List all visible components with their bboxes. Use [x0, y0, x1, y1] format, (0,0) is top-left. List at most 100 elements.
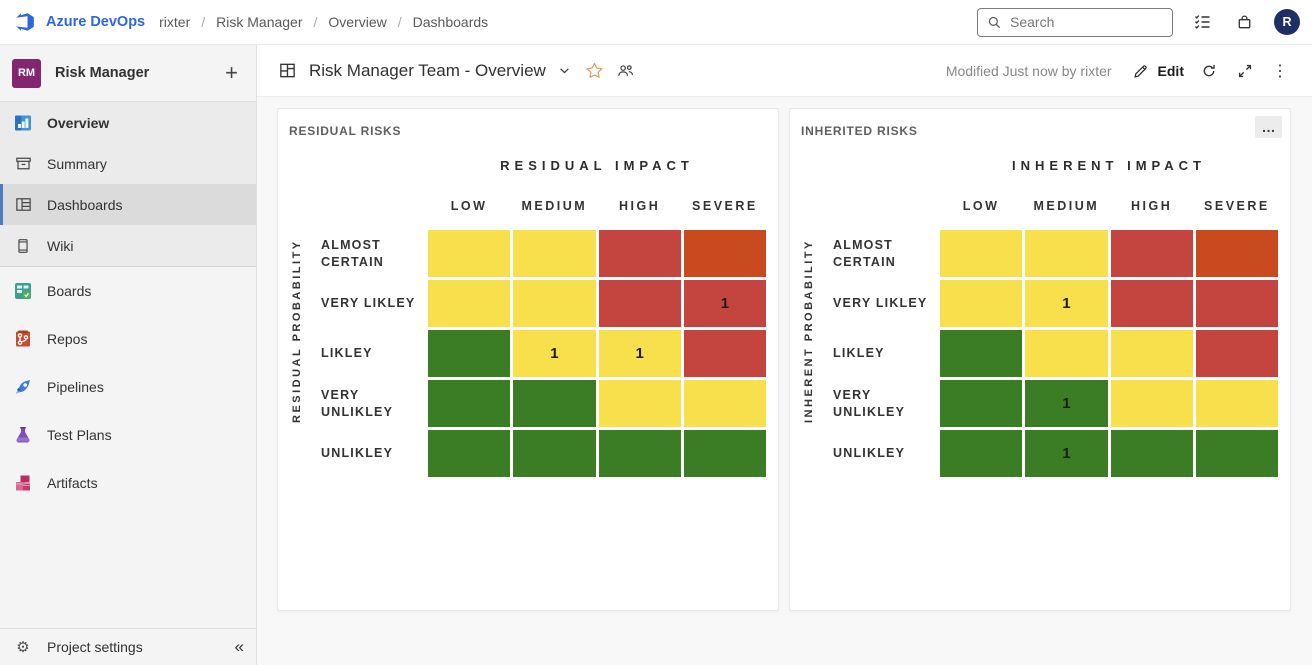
sidebar-item-dashboards[interactable]: Dashboards: [0, 184, 256, 225]
breadcrumb-project[interactable]: Risk Manager: [216, 14, 303, 30]
team-button[interactable]: [614, 59, 637, 82]
dashboard-header: Risk Manager Team - Overview Modified Ju…: [257, 45, 1312, 97]
matrix-cell: [1110, 230, 1193, 277]
column-label: LOW: [450, 199, 488, 213]
sidebar-overview-group: Overview Summary Dashboards Wiki: [0, 101, 256, 267]
main-area: Risk Manager Team - Overview Modified Ju…: [257, 45, 1312, 665]
column-label: HIGH: [619, 199, 661, 213]
dashboard-selector-button[interactable]: [554, 60, 575, 81]
matrix-cell: [513, 430, 596, 477]
matrix-cell: 1: [1025, 430, 1108, 477]
probability-axis-title: INHERENT PROBABILITY: [803, 239, 815, 423]
task-list-button[interactable]: [1191, 10, 1215, 34]
widget-title: INHERITED RISKS: [801, 124, 918, 138]
matrix-cell: 1: [1025, 380, 1108, 427]
boards-icon: [12, 280, 34, 302]
matrix-cell: [683, 230, 766, 277]
matrix-cell: [513, 280, 596, 327]
row-label: UNLIKLEY: [833, 446, 906, 461]
matrix-cell: [1025, 230, 1108, 277]
column-label: SEVERE: [1204, 199, 1270, 213]
breadcrumb-org[interactable]: rixter: [159, 14, 191, 30]
impact-axis-title: INHERENT IMPACT: [1012, 157, 1206, 173]
add-project-item-button[interactable]: +: [219, 62, 244, 84]
project-avatar[interactable]: RM: [12, 58, 41, 88]
gear-icon: ⚙: [16, 639, 30, 656]
dashboards-icon: [12, 194, 34, 216]
matrix-cell: [598, 280, 681, 327]
sidebar-services: Boards Repos Pipelines Test Plans Artifa…: [0, 267, 256, 507]
edit-label: Edit: [1157, 62, 1184, 79]
project-settings[interactable]: ⚙ Project settings «: [0, 628, 256, 665]
matrix-cell: 1: [513, 330, 596, 377]
more-options-button[interactable]: ⋮: [1270, 59, 1290, 83]
residual-risks-widget: RESIDUAL RISKS RESIDUAL IMPACT RESIDUAL P…: [277, 108, 779, 611]
row-label: VERY LIKLEY: [321, 296, 416, 311]
sidebar-item-pipelines[interactable]: Pipelines: [0, 363, 256, 411]
sidebar-item-artifacts[interactable]: Artifacts: [0, 459, 256, 507]
wiki-icon: [12, 235, 34, 257]
column-label: MEDIUM: [521, 199, 588, 213]
probability-axis-title: RESIDUAL PROBABILITY: [291, 239, 303, 423]
row-label: ALMOST CERTAIN: [833, 238, 897, 269]
fullscreen-button[interactable]: [1234, 60, 1256, 82]
matrix-cell: [940, 430, 1023, 477]
sidebar-item-boards[interactable]: Boards: [0, 267, 256, 315]
sidebar-item-label: Summary: [47, 155, 107, 172]
matrix-cell: [598, 230, 681, 277]
matrix-cell: [1110, 280, 1193, 327]
column-label: LOW: [962, 199, 1000, 213]
matrix-cell: [513, 380, 596, 427]
dashboard-icon: [280, 63, 295, 78]
widget-menu-button[interactable]: …: [1255, 116, 1282, 138]
project-header: RM Risk Manager +: [0, 45, 256, 101]
modified-status: Modified Just now by rixter: [945, 62, 1112, 79]
checklist-icon: [1195, 15, 1210, 29]
matrix-cell: [940, 380, 1023, 427]
sidebar-item-test-plans[interactable]: Test Plans: [0, 411, 256, 459]
marketplace-button[interactable]: [1233, 11, 1256, 34]
matrix-cell: 1: [683, 280, 766, 327]
matrix-cell: [1110, 380, 1193, 427]
matrix-cell: [683, 430, 766, 477]
matrix-cell: [428, 330, 511, 377]
sidebar-item-label: Artifacts: [47, 475, 98, 491]
sidebar-item-label: Wiki: [47, 237, 74, 254]
row-label: LIKLEY: [321, 346, 373, 361]
matrix-cell: 1: [598, 330, 681, 377]
chevron-down-icon: [560, 68, 569, 74]
sidebar-item-summary[interactable]: Summary: [0, 143, 256, 184]
matrix-cell: [1195, 430, 1278, 477]
collapse-sidebar-button[interactable]: «: [234, 637, 244, 656]
matrix-cell: [1195, 230, 1278, 277]
favorite-button[interactable]: [583, 59, 606, 82]
edit-dashboard-button[interactable]: Edit: [1132, 62, 1184, 80]
search-input[interactable]: [1010, 14, 1160, 30]
project-settings-label: Project settings: [47, 639, 143, 655]
sidebar-item-label: Repos: [47, 331, 88, 347]
sidebar-item-wiki[interactable]: Wiki: [0, 225, 256, 266]
inherent-risk-matrix: INHERENT IMPACT INHERENT PROBABILITY LOW ME…: [796, 148, 1278, 477]
azure-devops-logo[interactable]: [14, 11, 36, 33]
row-label: UNLIKLEY: [321, 446, 394, 461]
breadcrumb-page[interactable]: Dashboards: [412, 14, 489, 30]
sidebar-item-label: Test Plans: [47, 427, 112, 443]
matrix-cell: [683, 330, 766, 377]
impact-axis-title: RESIDUAL IMPACT: [500, 157, 694, 173]
matrix-cell: [940, 230, 1023, 277]
sidebar-item-repos[interactable]: Repos: [0, 315, 256, 363]
matrix-cell: [428, 430, 511, 477]
star-icon: [586, 62, 603, 78]
repos-icon: [12, 328, 34, 350]
project-name: Risk Manager: [55, 65, 150, 81]
breadcrumb-section[interactable]: Overview: [328, 14, 387, 30]
refresh-button[interactable]: [1198, 60, 1220, 82]
sidebar-item-overview[interactable]: Overview: [0, 102, 256, 143]
user-avatar[interactable]: R: [1274, 9, 1300, 35]
top-bar: Azure DevOps rixter / Risk Manager / Ove…: [0, 0, 1312, 45]
brand-label[interactable]: Azure DevOps: [46, 14, 146, 30]
widget-title: RESIDUAL RISKS: [289, 124, 402, 138]
search-box[interactable]: [977, 7, 1173, 37]
breadcrumb-separator: /: [313, 14, 318, 30]
artifacts-icon: [12, 472, 34, 494]
